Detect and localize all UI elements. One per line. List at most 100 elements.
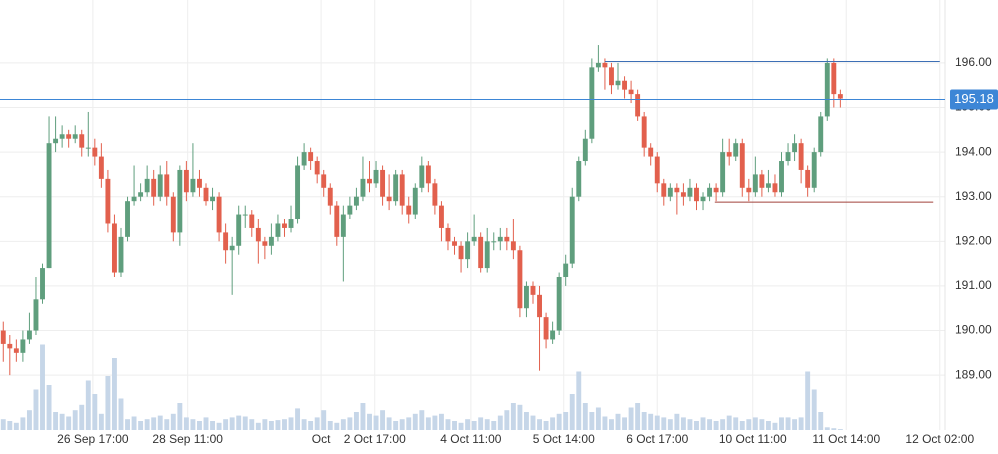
candle-body bbox=[733, 143, 739, 157]
candle-body bbox=[33, 299, 39, 331]
volume-bar bbox=[236, 415, 242, 430]
candle-body bbox=[282, 223, 287, 228]
candle-body bbox=[582, 138, 588, 162]
candle-body bbox=[478, 236, 484, 269]
candle-body bbox=[314, 161, 320, 175]
y-tick-label: 192.00 bbox=[955, 233, 992, 247]
candle-body bbox=[497, 236, 503, 242]
volume-bar bbox=[576, 371, 582, 430]
volume-bar bbox=[347, 417, 353, 430]
candle-body bbox=[569, 196, 575, 264]
last-price-label: 195.18 bbox=[954, 91, 994, 106]
candle-body bbox=[707, 187, 713, 197]
x-tick-label: 26 Sep 17:00 bbox=[57, 432, 129, 446]
candle-body bbox=[46, 143, 52, 269]
volume-bar bbox=[628, 407, 634, 430]
volume-bar bbox=[288, 417, 294, 430]
candle-body bbox=[491, 241, 497, 243]
volume-bar bbox=[406, 417, 412, 430]
candle-body bbox=[347, 205, 353, 215]
x-tick-label: 4 Oct 11:00 bbox=[440, 432, 501, 446]
candle-body bbox=[353, 196, 359, 206]
volume-bar bbox=[667, 419, 673, 430]
candle-body bbox=[654, 156, 660, 184]
volume-bar bbox=[661, 417, 667, 430]
volume-bar bbox=[563, 412, 569, 430]
volume-bar bbox=[412, 413, 418, 430]
volume-bar bbox=[739, 421, 745, 430]
volume-bar bbox=[582, 403, 588, 430]
candle-body bbox=[197, 178, 202, 188]
candle-body bbox=[399, 174, 405, 206]
x-tick-label: 11 Oct 14:00 bbox=[812, 432, 880, 446]
volume-bar bbox=[674, 413, 680, 430]
volume-bar bbox=[556, 413, 562, 430]
candle-body bbox=[438, 205, 444, 228]
candle-body bbox=[406, 205, 412, 215]
candle-body bbox=[151, 178, 157, 197]
candle-body bbox=[837, 94, 843, 99]
volume-bar bbox=[569, 394, 575, 430]
x-tick-label: 6 Oct 17:00 bbox=[626, 432, 688, 446]
volume-bar bbox=[295, 408, 301, 430]
volume-bar bbox=[595, 407, 601, 430]
candle-body bbox=[772, 183, 778, 193]
x-tick-label: 5 Oct 14:00 bbox=[533, 432, 595, 446]
volume-bar bbox=[314, 417, 320, 430]
candle-body bbox=[373, 169, 379, 184]
volume-bar bbox=[46, 385, 52, 430]
candle-body bbox=[530, 285, 536, 295]
volume-bar bbox=[53, 412, 59, 430]
candle-body bbox=[125, 201, 130, 237]
volume-bar bbox=[432, 415, 438, 430]
volume-bar bbox=[111, 358, 117, 430]
candle-body bbox=[465, 241, 471, 260]
candle-body bbox=[327, 187, 333, 206]
volume-bar bbox=[255, 422, 261, 430]
x-tick-label: 2 Oct 17:00 bbox=[344, 432, 406, 446]
candle-body bbox=[458, 245, 464, 260]
candle-body bbox=[831, 62, 837, 95]
volume-bar bbox=[805, 371, 811, 430]
volume-bar bbox=[733, 417, 739, 430]
volume-bar bbox=[170, 413, 176, 430]
volume-bar bbox=[105, 376, 111, 430]
candle-body bbox=[556, 277, 562, 331]
candle-body bbox=[524, 285, 529, 309]
candle-body bbox=[543, 317, 549, 340]
volume-bar bbox=[59, 413, 65, 430]
candle-body bbox=[183, 169, 189, 193]
volume-bar bbox=[759, 419, 765, 430]
candle-body bbox=[20, 339, 26, 353]
candle-body bbox=[334, 205, 340, 237]
volume-bar bbox=[635, 403, 641, 430]
volume-bar bbox=[125, 419, 130, 430]
candle-body bbox=[40, 268, 45, 300]
candle-body bbox=[576, 161, 582, 197]
candle-body bbox=[26, 330, 32, 340]
candle-body bbox=[661, 183, 667, 197]
candle-body bbox=[622, 80, 628, 90]
volume-bar bbox=[249, 419, 255, 430]
candle-body bbox=[792, 143, 798, 153]
x-tick-label: 12 Oct 02:00 bbox=[905, 432, 974, 446]
volume-bar bbox=[262, 419, 268, 430]
volume-bar bbox=[282, 419, 287, 430]
candle-body bbox=[811, 152, 817, 188]
volume-bar bbox=[327, 421, 333, 430]
volume-bar bbox=[367, 413, 372, 430]
candle-body bbox=[726, 152, 732, 157]
volume-bar bbox=[510, 403, 516, 430]
volume-bar bbox=[268, 421, 274, 430]
volume-bar bbox=[275, 420, 281, 430]
candle-body bbox=[641, 116, 647, 148]
candle-body bbox=[105, 178, 111, 224]
volume-bar bbox=[216, 422, 222, 430]
candle-body bbox=[687, 187, 693, 197]
volume-bar bbox=[524, 412, 529, 430]
volume-bar bbox=[177, 403, 183, 430]
candle-body bbox=[138, 192, 144, 197]
volume-bar bbox=[622, 417, 628, 430]
x-tick-label: Oct bbox=[312, 432, 331, 446]
